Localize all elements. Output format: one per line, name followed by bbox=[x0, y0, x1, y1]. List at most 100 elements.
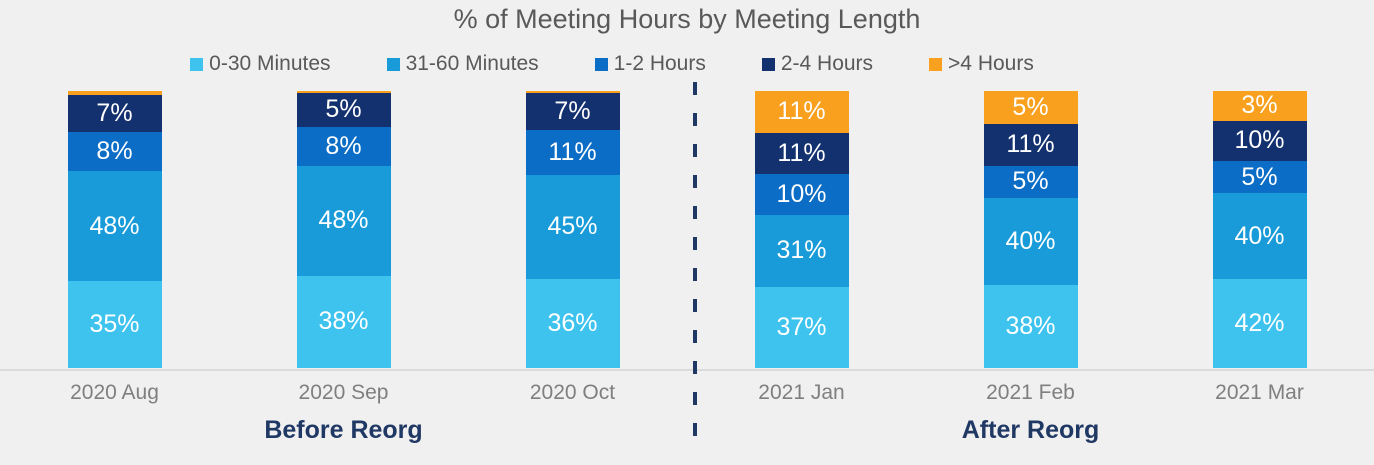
segment-4-hours[interactable] bbox=[67, 91, 162, 95]
x-axis-label-2020-sep: 2020 Sep bbox=[298, 381, 389, 404]
segment-4-hours[interactable] bbox=[525, 91, 620, 93]
segment-31-60-minutes[interactable]: 48% bbox=[67, 171, 162, 282]
segment-value-label: 5% bbox=[1012, 167, 1049, 196]
segment-31-60-minutes[interactable]: 31% bbox=[754, 214, 849, 287]
segment-value-label: 42% bbox=[1234, 309, 1285, 338]
legend-swatch-icon bbox=[386, 57, 400, 71]
bar-2021-mar[interactable]: 42% 40% 5% 10% 3% bbox=[1212, 91, 1307, 368]
bar-2020-sep[interactable]: 38% 48% 8% 5% bbox=[296, 91, 391, 368]
segment-value-label: 5% bbox=[1241, 162, 1278, 191]
segment-value-label: 7% bbox=[96, 98, 133, 127]
x-axis-label-2020-oct: 2020 Oct bbox=[529, 381, 616, 404]
segment-4-hours[interactable] bbox=[296, 91, 391, 93]
legend-swatch-icon bbox=[929, 57, 943, 71]
legend-label: 0-30 Minutes bbox=[209, 52, 331, 75]
x-axis-label-2020-aug: 2020 Aug bbox=[70, 381, 159, 404]
segment-value-label: 11% bbox=[1006, 130, 1055, 159]
segment-0-30-minutes[interactable]: 37% bbox=[754, 286, 849, 368]
legend-label: 2-4 Hours bbox=[780, 52, 874, 75]
x-axis-label-2021-feb: 2021 Feb bbox=[986, 381, 1075, 404]
segment-0-30-minutes[interactable]: 35% bbox=[67, 281, 162, 368]
bar-column-2021-feb: 38% 40% 5% 11% 5% bbox=[916, 91, 1145, 368]
segment-value-label: 7% bbox=[554, 96, 591, 125]
segment-31-60-minutes[interactable]: 45% bbox=[525, 174, 620, 280]
group-label-after-reorg: After Reorg bbox=[961, 416, 1100, 444]
segment-value-label: 10% bbox=[776, 180, 827, 209]
legend-swatch-icon bbox=[761, 57, 775, 71]
segment-value-label: 5% bbox=[325, 95, 362, 124]
legend-swatch-icon bbox=[190, 57, 204, 71]
segment-31-60-minutes[interactable]: 40% bbox=[1212, 193, 1307, 280]
segment-2-4-hours[interactable]: 7% bbox=[67, 94, 162, 132]
reorg-divider-line bbox=[693, 82, 697, 452]
segment-value-label: 35% bbox=[89, 310, 140, 339]
bar-2021-jan[interactable]: 37% 31% 10% 11% 11% bbox=[754, 91, 849, 368]
group-label-before-reorg: Before Reorg bbox=[264, 416, 423, 444]
legend-label: >4 Hours bbox=[948, 52, 1034, 75]
group-labels: Before Reorg After Reorg bbox=[0, 416, 1374, 445]
legend-label: 31-60 Minutes bbox=[405, 52, 539, 75]
segment-value-label: 8% bbox=[96, 137, 133, 166]
bar-2020-oct[interactable]: 36% 45% 11% 7% bbox=[525, 91, 620, 368]
legend-item-2-4-hours[interactable]: 2-4 Hours bbox=[761, 52, 874, 76]
x-axis-labels: 2020 Aug 2020 Sep 2020 Oct 2021 Jan 2021 Feb… bbox=[0, 381, 1374, 405]
segment-value-label: 31% bbox=[776, 236, 827, 265]
bar-column-2020-sep: 38% 48% 8% 5% bbox=[229, 91, 458, 368]
bar-column-2020-aug: 35% 48% 8% 7% bbox=[0, 91, 229, 368]
segment-value-label: 8% bbox=[325, 131, 362, 160]
bar-column-2020-oct: 36% 45% 11% 7% bbox=[458, 91, 687, 368]
legend-label: 1-2 Hours bbox=[613, 52, 706, 75]
segment-2-4-hours[interactable]: 5% bbox=[296, 92, 391, 127]
segment-value-label: 48% bbox=[89, 211, 140, 240]
segment-1-2-hours[interactable]: 11% bbox=[525, 130, 620, 175]
segment-31-60-minutes[interactable]: 48% bbox=[296, 165, 391, 276]
x-axis-label-2021-mar: 2021 Mar bbox=[1215, 381, 1304, 404]
segment-0-30-minutes[interactable]: 36% bbox=[525, 279, 620, 368]
segment-value-label: 5% bbox=[1012, 92, 1049, 121]
segment-value-label: 37% bbox=[776, 312, 827, 341]
segment-31-60-minutes[interactable]: 40% bbox=[983, 198, 1078, 285]
legend-item-4-hours[interactable]: >4 Hours bbox=[929, 52, 1034, 76]
x-axis-line bbox=[0, 369, 1374, 371]
bar-column-2021-jan: 37% 31% 10% 11% 11% bbox=[687, 91, 916, 368]
segment-4-hours[interactable]: 3% bbox=[1212, 91, 1307, 121]
segment-2-4-hours[interactable]: 10% bbox=[1212, 120, 1307, 161]
segment-value-label: 3% bbox=[1241, 91, 1278, 120]
segment-0-30-minutes[interactable]: 38% bbox=[983, 284, 1078, 368]
legend: 0-30 Minutes 31-60 Minutes 1-2 Hours 2-4 Ho… bbox=[0, 52, 1374, 76]
chart-title: % of Meeting Hours by Meeting Length bbox=[453, 4, 921, 34]
segment-1-2-hours[interactable]: 5% bbox=[1212, 160, 1307, 194]
legend-item-0-30-minutes[interactable]: 0-30 Minutes bbox=[190, 52, 331, 76]
bar-2020-aug[interactable]: 35% 48% 8% 7% bbox=[67, 91, 162, 368]
segment-1-2-hours[interactable]: 5% bbox=[983, 165, 1078, 199]
segment-value-label: 11% bbox=[777, 97, 826, 126]
segment-value-label: 10% bbox=[1234, 126, 1285, 155]
segment-value-label: 40% bbox=[1005, 226, 1056, 255]
legend-item-1-2-hours[interactable]: 1-2 Hours bbox=[594, 52, 706, 76]
segment-0-30-minutes[interactable]: 42% bbox=[1212, 279, 1307, 368]
x-axis-label-2021-jan: 2021 Jan bbox=[758, 381, 845, 404]
segment-4-hours[interactable]: 5% bbox=[983, 91, 1078, 124]
segment-4-hours[interactable]: 11% bbox=[754, 91, 849, 133]
bar-2021-feb[interactable]: 38% 40% 5% 11% 5% bbox=[983, 91, 1078, 368]
segment-value-label: 11% bbox=[777, 139, 826, 168]
segment-1-2-hours[interactable]: 8% bbox=[296, 126, 391, 166]
segment-1-2-hours[interactable]: 10% bbox=[754, 174, 849, 215]
segment-2-4-hours[interactable]: 11% bbox=[754, 132, 849, 175]
segment-2-4-hours[interactable]: 7% bbox=[525, 92, 620, 131]
segment-1-2-hours[interactable]: 8% bbox=[67, 131, 162, 172]
segment-value-label: 38% bbox=[1005, 311, 1056, 340]
segment-0-30-minutes[interactable]: 38% bbox=[296, 275, 391, 368]
segment-2-4-hours[interactable]: 11% bbox=[983, 123, 1078, 166]
segment-value-label: 40% bbox=[1234, 221, 1285, 250]
segment-value-label: 38% bbox=[318, 307, 369, 336]
plot-area: 35% 48% 8% 7% 38% 48% 8% 5% 36% 45% 11% 7% 37% 31% 10%… bbox=[0, 91, 1374, 368]
segment-value-label: 45% bbox=[547, 212, 598, 241]
legend-item-31-60-minutes[interactable]: 31-60 Minutes bbox=[386, 52, 539, 76]
segment-value-label: 36% bbox=[547, 309, 598, 338]
segment-value-label: 11% bbox=[548, 137, 597, 166]
legend-swatch-icon bbox=[594, 57, 608, 71]
segment-value-label: 48% bbox=[318, 206, 369, 235]
bar-column-2021-mar: 42% 40% 5% 10% 3% bbox=[1145, 91, 1374, 368]
